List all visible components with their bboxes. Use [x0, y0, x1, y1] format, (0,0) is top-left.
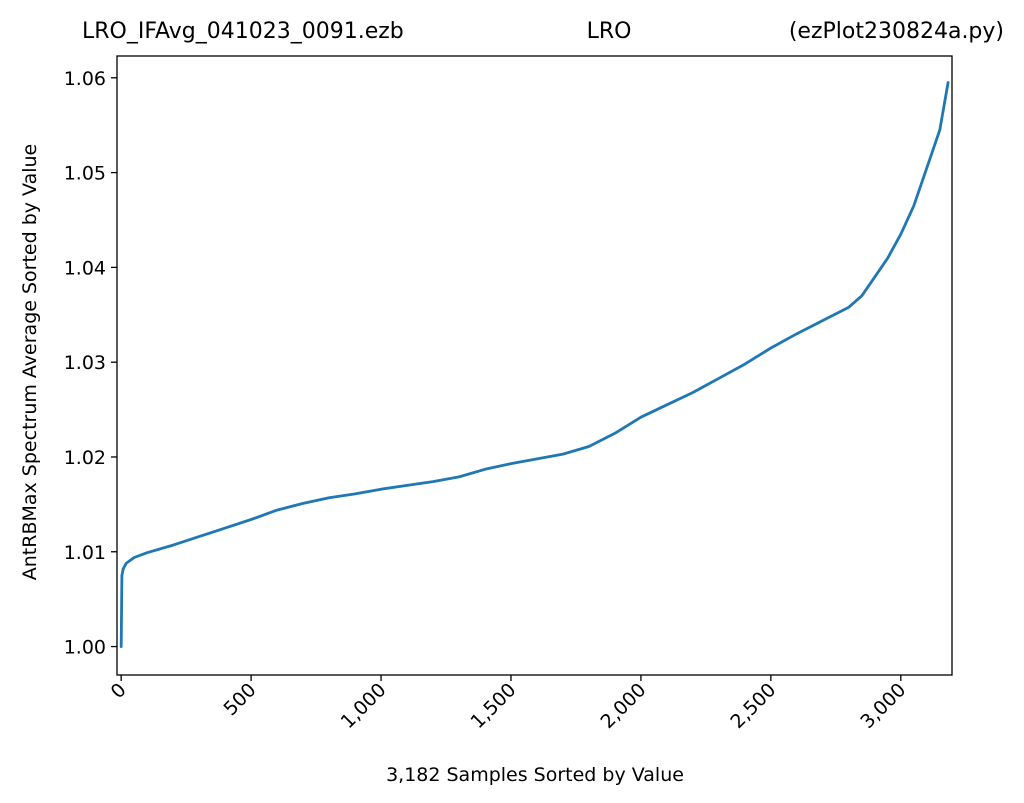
series-line: [119, 81, 950, 648]
y-tick-label: 1.06: [64, 68, 106, 90]
x-tick-label: 1,500: [466, 679, 520, 733]
chart-title-center: LRO: [587, 19, 632, 44]
y-tick-label: 1.03: [64, 352, 106, 374]
x-tick-label: 2,000: [596, 679, 650, 733]
y-tick-label: 1.02: [64, 447, 106, 469]
x-axis-label: 3,182 Samples Sorted by Value: [386, 764, 684, 786]
y-tick-label: 1.04: [64, 257, 106, 279]
y-tick-label: 1.00: [64, 637, 106, 659]
x-tick-label: 1,000: [337, 679, 391, 733]
x-tick-label: 2,500: [726, 679, 780, 733]
x-tick-label: 500: [219, 679, 260, 720]
y-tick-label: 1.05: [64, 163, 106, 185]
x-tick-label: 3,000: [856, 679, 910, 733]
y-tick-label: 1.01: [64, 542, 106, 564]
y-axis-label: AntRBMax Spectrum Average Sorted by Valu…: [19, 144, 41, 580]
plot-frame: [116, 55, 953, 676]
chart-title-right: (ezPlot230824a.py): [789, 19, 1004, 44]
x-tick-label: 0: [107, 679, 131, 703]
chart-title-left: LRO_IFAvg_041023_0091.ezb: [82, 19, 404, 44]
